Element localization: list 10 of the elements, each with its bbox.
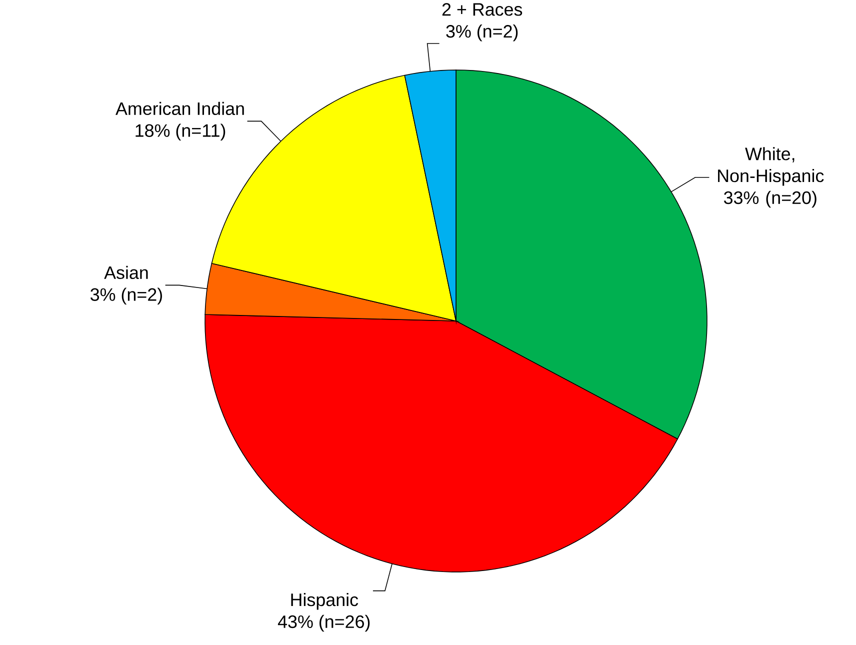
slice-label: Asian — [104, 266, 148, 280]
slice-label: Hispanic — [291, 592, 358, 610]
data-label: 43% (n=26) — [278, 614, 370, 632]
data-label: 18% (n=11) — [136, 124, 226, 140]
data-label: 3% (n=2) — [446, 24, 518, 42]
data-label: 33% (n=20) — [724, 190, 816, 208]
slice-label: White, Non-Hispanic — [718, 147, 824, 186]
slice-label: American Indian — [116, 102, 244, 116]
data-label: 3% (n=2) — [90, 288, 162, 304]
slice-label: 2 + Races — [442, 3, 522, 16]
